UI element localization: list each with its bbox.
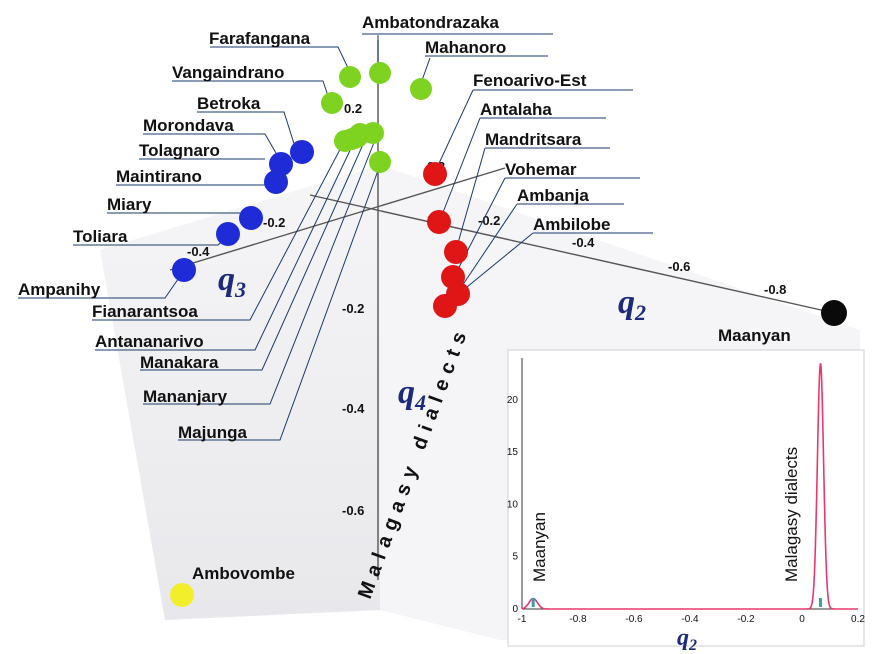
- inset-label-maanyan: Maanyan: [530, 512, 549, 582]
- point-ambovombe: [170, 583, 194, 607]
- point-fenoarivo-est: [423, 162, 447, 186]
- label-farafangana: Farafangana: [209, 29, 311, 48]
- leader-mananjary: [143, 139, 376, 405]
- inset-x-tick-3: -0.4: [681, 614, 699, 625]
- q3-tick-1: -0.2: [263, 215, 285, 230]
- inset-marker-1: [818, 598, 822, 607]
- points: [170, 62, 847, 607]
- leader-ambanja-drop: [457, 203, 518, 293]
- point-vangaindrano: [321, 92, 343, 114]
- leader-betroka: [197, 111, 297, 151]
- label-ambilobe: Ambilobe: [533, 215, 610, 234]
- label-manakara: Manakara: [140, 353, 219, 372]
- leader-farafangana: [210, 46, 351, 73]
- inset-markers: [531, 598, 822, 607]
- point-majunga: [369, 151, 391, 173]
- q2-tick-4: -0.8: [764, 282, 786, 297]
- q2-tick-1: -0.2: [478, 213, 500, 228]
- point-maanyan: [821, 300, 847, 326]
- leader-ampanihy: [18, 271, 184, 299]
- label-toliara: Toliara: [73, 227, 128, 246]
- point-ambatondrazaka: [369, 62, 391, 84]
- inset-x-tick-0: -1: [518, 614, 527, 625]
- label-fianarantsoa: Fianarantsoa: [92, 302, 198, 321]
- point-toliara: [216, 222, 240, 246]
- leader-antananarivo: [95, 139, 356, 351]
- q4-tick-3: -0.2: [342, 301, 364, 316]
- inset-x-ticks: -1 -0.8 -0.6 -0.4 -0.2 0 0.2: [518, 614, 866, 625]
- label-ambovombe: Ambovombe: [192, 564, 295, 583]
- label-ampanihy: Ampanihy: [18, 280, 101, 299]
- point-tolagnaro: [269, 152, 293, 176]
- inset-x-tick-6: 0.2: [851, 614, 865, 625]
- label-miary: Miary: [107, 195, 152, 214]
- label-mananjary: Mananjary: [143, 387, 228, 406]
- inset-y-tick-1: 5: [512, 552, 518, 563]
- label-mahanoro: Mahanoro: [425, 38, 506, 57]
- label-ambatondrazaka: Ambatondrazaka: [362, 13, 500, 32]
- inset-density-curve: [521, 363, 858, 610]
- leader-fianarantsoa: [92, 139, 346, 321]
- point-mandritsara: [444, 240, 468, 264]
- q4-tick-5: -0.6: [342, 503, 364, 518]
- inset-marker-0: [531, 598, 535, 607]
- label-vohemar: Vohemar: [505, 160, 577, 179]
- point-miary: [239, 206, 263, 230]
- point-mahanoro: [410, 78, 432, 100]
- inset-x-tick-2: -0.6: [625, 614, 643, 625]
- inset-frame: [507, 349, 865, 647]
- point-labels: Farafangana Ambatondrazaka Mahanoro Vang…: [18, 13, 791, 583]
- q2-ticks: -0.2 -0.4 -0.6 -0.8: [478, 213, 786, 297]
- inset-label-malagasy: Malagasy dialects: [782, 447, 801, 582]
- label-ambanja: Ambanja: [517, 186, 589, 205]
- point-maintirano: [264, 170, 288, 194]
- label-tolagnaro: Tolagnaro: [139, 141, 220, 160]
- label-vangaindrano: Vangaindrano: [172, 63, 284, 82]
- label-fenoarivo-est: Fenoarivo-Est: [473, 71, 587, 90]
- inset-y-tick-0: 0: [512, 604, 518, 615]
- inset-y-tick-3: 15: [507, 447, 519, 458]
- leader-antalaha-drop: [439, 117, 481, 221]
- label-maintirano: Maintirano: [116, 167, 202, 186]
- point-ambilobe: [433, 294, 457, 318]
- point-farafangana: [339, 66, 361, 88]
- label-mandritsara: Mandritsara: [485, 130, 582, 149]
- q4-ticks: 0.2 -0.2 -0.4 -0.6: [342, 101, 365, 518]
- label-antalaha: Antalaha: [480, 100, 552, 119]
- label-morondava: Morondava: [143, 116, 234, 135]
- label-maanyan: Maanyan: [718, 326, 791, 345]
- label-betroka: Betroka: [197, 94, 261, 113]
- q3-tick-2: -0.4: [187, 244, 210, 259]
- q4-tick-4: -0.4: [342, 401, 365, 416]
- point-manakara: [362, 122, 384, 144]
- inset-x-tick-1: -0.8: [569, 614, 587, 625]
- inset-y-ticks: 0 5 10 15 20: [507, 395, 519, 615]
- q2-tick-2: -0.4: [572, 235, 595, 250]
- back-plane: [100, 165, 380, 620]
- point-ampanihy: [172, 258, 196, 282]
- leader-majunga: [178, 164, 381, 441]
- leader-mandritsara-drop: [455, 147, 486, 251]
- inset-x-tick-4: -0.2: [737, 614, 755, 625]
- label-majunga: Majunga: [178, 423, 247, 442]
- point-mananjary: [341, 128, 363, 150]
- leader-fenoarivo-drop: [434, 89, 474, 173]
- inset-y-tick-2: 10: [507, 499, 519, 510]
- q2-tick-3: -0.6: [668, 259, 690, 274]
- q4-axis-label: q4: [398, 374, 426, 415]
- inset-y-tick-4: 20: [507, 395, 519, 406]
- q4-tick-1: 0.2: [344, 101, 362, 116]
- point-antalaha: [427, 210, 451, 234]
- label-antananarivo: Antananarivo: [95, 332, 204, 351]
- point-morondava: [290, 140, 314, 164]
- q3-axis-line: [169, 167, 506, 271]
- inset-x-tick-5: 0: [799, 614, 805, 625]
- leader-morondava: [143, 133, 281, 161]
- leader-manakara: [140, 139, 366, 371]
- leader-lines: [18, 33, 653, 441]
- q2-axis-line: [309, 194, 831, 313]
